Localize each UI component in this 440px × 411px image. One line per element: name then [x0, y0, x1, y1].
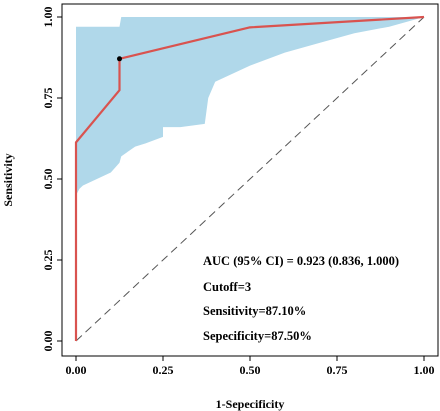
x-axis-ticks: 0.00 0.25 0.50 0.75 1.00 [66, 356, 435, 377]
cutoff-point [117, 56, 122, 62]
annotations: AUC (95% CI) = 0.923 (0.836, 1.000) Cuto… [203, 254, 399, 343]
specificity-annotation: Sepecificity=87.50% [203, 329, 312, 343]
roc-curve [74, 15, 425, 341]
cutoff-annotation: Cutoff=3 [203, 280, 251, 294]
x-tick-label: 1.00 [414, 363, 435, 377]
y-tick-label: 0.75 [41, 88, 55, 109]
y-tick-label: 0.25 [41, 250, 55, 271]
y-axis-label: Sensitivity [1, 153, 15, 206]
x-tick-label: 0.25 [153, 363, 174, 377]
confidence-band [76, 17, 424, 196]
x-axis-label: 1-Sepecificity [216, 397, 285, 411]
sensitivity-annotation: Sensitivity=87.10% [203, 304, 306, 318]
y-axis-ticks: 0.00 0.25 0.50 0.75 1.00 [41, 7, 62, 352]
x-tick-label: 0.00 [66, 363, 87, 377]
reference-diagonal [75, 16, 425, 342]
x-tick-label: 0.75 [327, 363, 348, 377]
y-tick-label: 1.00 [41, 7, 55, 28]
x-tick-label: 0.50 [240, 363, 261, 377]
auc-annotation: AUC (95% CI) = 0.923 (0.836, 1.000) [203, 254, 399, 268]
plot-area [74, 15, 425, 342]
y-tick-label: 0.50 [41, 169, 55, 190]
y-tick-label: 0.00 [41, 331, 55, 352]
